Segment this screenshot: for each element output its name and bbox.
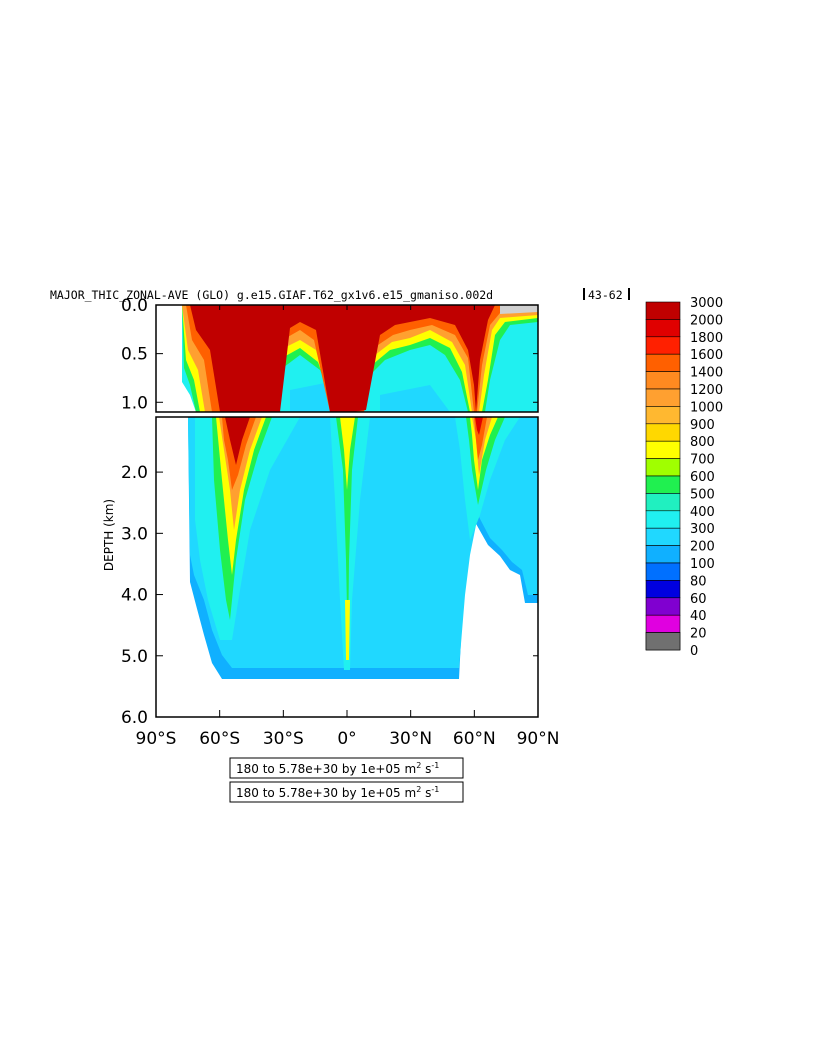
colorbar-swatch-bottom <box>645 632 681 651</box>
colorbar-swatch <box>645 406 681 425</box>
colorbar: 3000200018001600140012001000900800700600… <box>645 296 723 659</box>
y-tick-label-lower: 5.0 <box>121 647 148 667</box>
colorbar-swatch <box>645 475 681 494</box>
colorbar-swatch <box>645 614 681 633</box>
lower-region-yellow-3 <box>345 600 350 660</box>
x-tick-label: 30°N <box>389 729 432 749</box>
contour-unit-sup-2: 2 <box>416 785 421 794</box>
y-tick-label-upper: 0.5 <box>121 345 148 365</box>
colorbar-swatch <box>645 319 681 338</box>
contour-unit-sup2-2: -1 <box>431 785 439 794</box>
x-tick-label: 0° <box>337 729 356 749</box>
colorbar-label: 80 <box>690 574 707 589</box>
x-tick-label: 90°S <box>136 729 177 749</box>
lower-region-green-2 <box>336 417 358 660</box>
lower-region-darkred-2 <box>475 417 483 435</box>
lower-region-lightblue <box>188 417 538 668</box>
y-tick-label-lower: 6.0 <box>121 708 148 728</box>
colorbar-swatch <box>645 336 681 355</box>
colorbar-swatch <box>645 597 681 616</box>
colorbar-label: 3000 <box>690 296 723 311</box>
colorbar-swatch <box>645 440 681 459</box>
contour-unit-tail-1: s <box>421 762 431 776</box>
x-tick-label: 60°S <box>199 729 240 749</box>
y-axis-label: DEPTH (km) <box>102 499 116 571</box>
y-tick-label-lower: 2.0 <box>121 463 148 483</box>
contour-unit-sup-1: 2 <box>416 761 421 770</box>
contour-unit-sup2-1: -1 <box>431 761 439 770</box>
contour-info-box-1: 180 to 5.78e+30 by 1e+05 m2 s-1 <box>229 757 464 779</box>
title-suffix: 43-62 <box>588 288 623 302</box>
y-axis-lower: 2.0 3.0 4.0 5.0 6.0 <box>121 463 538 728</box>
colorbar-label: 1600 <box>690 348 723 363</box>
upper-region-gray-strip <box>500 305 538 314</box>
chart-title: MAJOR_THIC_ZONAL-AVE (GLO) g.e15.GIAF.T6… <box>50 288 493 302</box>
colorbar-swatch <box>645 580 681 599</box>
colorbar-label: 400 <box>690 505 715 520</box>
colorbar-label: 1800 <box>690 331 723 346</box>
y-tick-label-upper: 0.0 <box>121 296 148 316</box>
title-suffix-group: 43-62 <box>583 288 630 302</box>
colorbar-swatch <box>645 388 681 407</box>
contour-info-1: 180 to 5.78e+30 by 1e+05 m <box>236 762 416 776</box>
x-tick-label: 30°S <box>263 729 304 749</box>
colorbar-label: 1000 <box>690 400 723 415</box>
title-bracket-right <box>628 288 630 300</box>
colorbar-label: 40 <box>690 609 707 624</box>
colorbar-label: 900 <box>690 418 715 433</box>
svg-text:180 to 5.78e+30 by 1e+05 m2 s-: 180 to 5.78e+30 by 1e+05 m2 s-1 <box>236 785 439 800</box>
y-tick-label-lower: 3.0 <box>121 524 148 544</box>
colorbar-swatch <box>645 493 681 512</box>
colorbar-label: 300 <box>690 522 715 537</box>
colorbar-swatch <box>645 353 681 372</box>
colorbar-label: 60 <box>690 592 707 607</box>
svg-text:180 to 5.78e+30 by 1e+05 m2 s-: 180 to 5.78e+30 by 1e+05 m2 s-1 <box>236 761 439 776</box>
colorbar-swatch <box>645 371 681 390</box>
lower-panel <box>155 416 539 718</box>
colorbar-swatch <box>645 562 681 581</box>
colorbar-label: 1400 <box>690 366 723 381</box>
colorbar-swatch <box>645 527 681 546</box>
upper-panel <box>155 304 539 413</box>
colorbar-label: 1200 <box>690 383 723 398</box>
colorbar-label: 600 <box>690 470 715 485</box>
colorbar-label: 200 <box>690 540 715 555</box>
colorbar-label: 500 <box>690 487 715 502</box>
contour-info-2: 180 to 5.78e+30 by 1e+05 m <box>236 786 416 800</box>
title-bracket-left <box>583 288 585 300</box>
colorbar-swatch <box>645 510 681 529</box>
colorbar-swatch <box>645 545 681 564</box>
x-axis: 90°S 60°S 30°S 0° 30°N 60°N 90°N <box>136 305 560 749</box>
lower-region-cyan-2 <box>330 417 370 670</box>
colorbar-label: 0 <box>690 644 698 659</box>
contour-unit-tail-2: s <box>421 786 431 800</box>
upper-region-darkred <box>190 305 495 412</box>
upper-field <box>182 305 538 412</box>
lower-field <box>188 417 538 679</box>
x-tick-label: 90°N <box>517 729 560 749</box>
lower-region-darkred <box>225 417 250 465</box>
colorbar-label: 20 <box>690 627 707 642</box>
upper-region-lightblue-2 <box>380 385 450 412</box>
contour-info-box-2: 180 to 5.78e+30 by 1e+05 m2 s-1 <box>229 781 464 803</box>
colorbar-label: 100 <box>690 557 715 572</box>
colorbar-label: 2000 <box>690 313 723 328</box>
lower-region-yellow-2 <box>340 417 355 490</box>
colorbar-swatch <box>645 458 681 477</box>
colorbar-label: 800 <box>690 435 715 450</box>
x-tick-label: 60°N <box>453 729 496 749</box>
colorbar-swatch <box>645 301 681 320</box>
y-tick-label-upper: 1.0 <box>121 393 148 413</box>
y-axis-upper: 0.0 0.5 1.0 <box>121 296 538 413</box>
colorbar-label: 700 <box>690 453 715 468</box>
colorbar-swatch <box>645 423 681 442</box>
y-tick-label-lower: 4.0 <box>121 586 148 606</box>
